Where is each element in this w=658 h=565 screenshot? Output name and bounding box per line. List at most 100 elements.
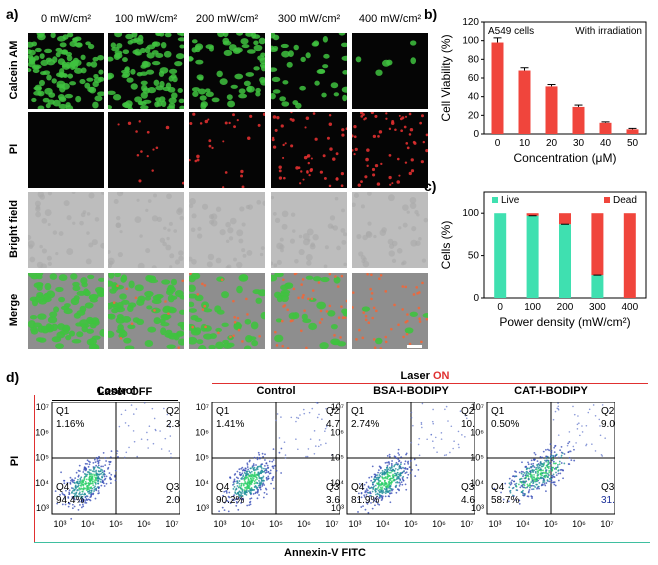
flow-ytick-3-1: 10⁴ <box>470 478 484 488</box>
c-bar-live-3 <box>591 275 604 298</box>
b-ytick-label-2: 40 <box>468 92 480 103</box>
micrograph-1-3 <box>271 112 347 188</box>
b-ylabel: Cell Viability (%) <box>439 34 453 121</box>
legend-dead-label: Dead <box>613 195 637 206</box>
laser-on-divider <box>212 383 648 384</box>
c-bar-dead-3 <box>591 213 604 276</box>
pi-axis-title: PI <box>9 455 22 467</box>
flow-xtick-1-2: 10⁵ <box>269 519 283 529</box>
flow-ytick-1-2: 10⁵ <box>195 453 209 463</box>
quadrant-value-3-1: 9.01% <box>601 419 615 430</box>
annexin-axis-line <box>34 542 650 543</box>
row-header-2: Bright field <box>8 199 20 259</box>
quadrant-value-0-2: 2.09% <box>166 495 180 506</box>
c-xtick-label-0: 0 <box>497 302 503 313</box>
flow-xtick-3-4: 10⁷ <box>600 519 613 529</box>
flow-xtick-3-0: 10³ <box>488 519 501 529</box>
flow-plot-0: Q1 1.16% Q2 2.31% Q3 2.09% Q4 94.4% 10³ 10³ 10⁴ 10⁴… <box>35 402 180 529</box>
b-bar-5 <box>626 129 639 134</box>
b-ytick-label-5: 100 <box>462 36 479 47</box>
laser-on-label: Laser ON <box>350 370 500 382</box>
quadrant-name-1-0: Q1 <box>216 406 230 417</box>
flow-ytick-2-4: 10⁷ <box>331 402 344 412</box>
c-xtick-label-1: 100 <box>524 302 541 313</box>
b-ytick-label-1: 20 <box>468 110 480 121</box>
micrograph-3-2 <box>189 273 265 349</box>
flow-group-title-2: BSA-I-BODIPY <box>373 385 449 397</box>
flow-xtick-0-0: 10³ <box>53 519 66 529</box>
quadrant-name-2-1: Q2 <box>461 406 475 417</box>
b-bar-4 <box>599 122 612 134</box>
flow-plot-1: Q1 1.41% Q2 4.79% Q3 3.64% Q4 90.2% 10³ 10³ 10⁴ 10⁴… <box>195 402 340 529</box>
legend-live-swatch <box>492 197 498 203</box>
c-bar-dead-1 <box>526 213 539 216</box>
quadrant-value-3-2: 31.8% <box>601 495 615 506</box>
micrograph-3-4 <box>352 273 428 349</box>
quadrant-value-1-1: 4.79% <box>326 419 340 430</box>
micrograph-3-3 <box>271 273 347 349</box>
flow-xtick-0-4: 10⁷ <box>165 519 178 529</box>
quadrant-value-2-1: 10.7% <box>461 419 475 430</box>
b-xlabel: Concentration (μM) <box>514 151 617 165</box>
flow-xtick-1-1: 10⁴ <box>241 519 255 529</box>
pi-axis-line <box>34 395 35 543</box>
quadrant-name-1-2: Q3 <box>326 482 340 493</box>
flow-group-title-0: Control <box>96 385 136 397</box>
flow-dots-3 <box>493 402 610 505</box>
micrograph-0-1 <box>108 33 184 109</box>
b-xtick-label-4: 40 <box>600 138 612 149</box>
c-bar-dead-2 <box>559 213 571 225</box>
quadrant-value-0-3: 94.4% <box>56 495 84 506</box>
flow-xtick-0-3: 10⁶ <box>137 519 151 529</box>
quadrant-value-1-3: 90.2% <box>216 495 244 506</box>
flow-ytick-1-0: 10³ <box>196 503 209 513</box>
flow-ytick-3-0: 10³ <box>471 503 484 513</box>
c-ytick-label-2: 100 <box>462 208 479 219</box>
quadrant-name-3-3: Q4 <box>491 482 505 493</box>
quadrant-name-3-0: Q1 <box>491 406 505 417</box>
flow-xtick-3-1: 10⁴ <box>516 519 530 529</box>
c-bar-live-1 <box>526 215 539 298</box>
b-ytick-label-3: 60 <box>468 73 480 84</box>
flow-ytick-0-1: 10⁴ <box>35 478 49 488</box>
flow-ytick-0-2: 10⁵ <box>35 453 49 463</box>
c-bar-live-2 <box>559 224 571 298</box>
b-ytick-label-6: 120 <box>462 17 479 28</box>
b-xtick-label-3: 30 <box>573 138 585 149</box>
micrograph-0-4 <box>352 33 428 109</box>
c-ytick-label-1: 50 <box>468 251 480 262</box>
flow-xtick-1-3: 10⁶ <box>297 519 311 529</box>
row-header-1: PI <box>8 143 20 155</box>
c-xtick-label-2: 200 <box>557 302 574 313</box>
annotation-irradiation: With irradiation <box>575 26 642 37</box>
quadrant-name-0-1: Q2 <box>166 406 180 417</box>
flow-dots-2 <box>357 402 468 514</box>
c-ylabel: Cells (%) <box>439 221 453 270</box>
quadrant-name-1-1: Q2 <box>326 406 340 417</box>
row-header-0: Calcein AM <box>8 40 20 100</box>
quadrant-value-1-0: 1.41% <box>216 419 244 430</box>
flow-ytick-0-3: 10⁶ <box>35 427 49 437</box>
flow-xtick-0-2: 10⁵ <box>109 519 123 529</box>
c-xtick-label-4: 400 <box>621 302 638 313</box>
flow-ytick-3-4: 10⁷ <box>471 402 484 412</box>
chart-live-dead: 0 50 100 0 100 200 300 400 Power density (mW/cm²… <box>439 191 647 329</box>
micrograph-2-0 <box>28 192 104 268</box>
b-xtick-label-1: 10 <box>519 138 531 149</box>
flow-xtick-2-0: 10³ <box>348 519 361 529</box>
micrograph-2-3 <box>271 192 347 268</box>
quadrant-value-0-1: 2.31% <box>166 419 180 430</box>
b-xtick-label-2: 20 <box>546 138 558 149</box>
micrograph-1-0 <box>28 112 104 188</box>
micrograph-3-0 <box>28 273 104 349</box>
flow-group-title-1: Control <box>256 385 296 397</box>
laser-off-label: Laser OFF <box>97 386 153 398</box>
flow-plot-3: Q1 0.50% Q2 9.01% Q3 31.8% Q4 58.7% 10³ 10³ 10⁴ 10⁴… <box>470 402 615 529</box>
flow-xtick-3-2: 10⁵ <box>544 519 558 529</box>
column-header-0: 0 mW/cm² <box>40 13 92 25</box>
legend-dead-swatch <box>604 197 610 203</box>
flow-ytick-1-3: 10⁶ <box>195 427 209 437</box>
scale-bar <box>407 345 422 348</box>
panel-a-label: a) <box>6 6 19 22</box>
flow-xtick-0-1: 10⁴ <box>81 519 95 529</box>
